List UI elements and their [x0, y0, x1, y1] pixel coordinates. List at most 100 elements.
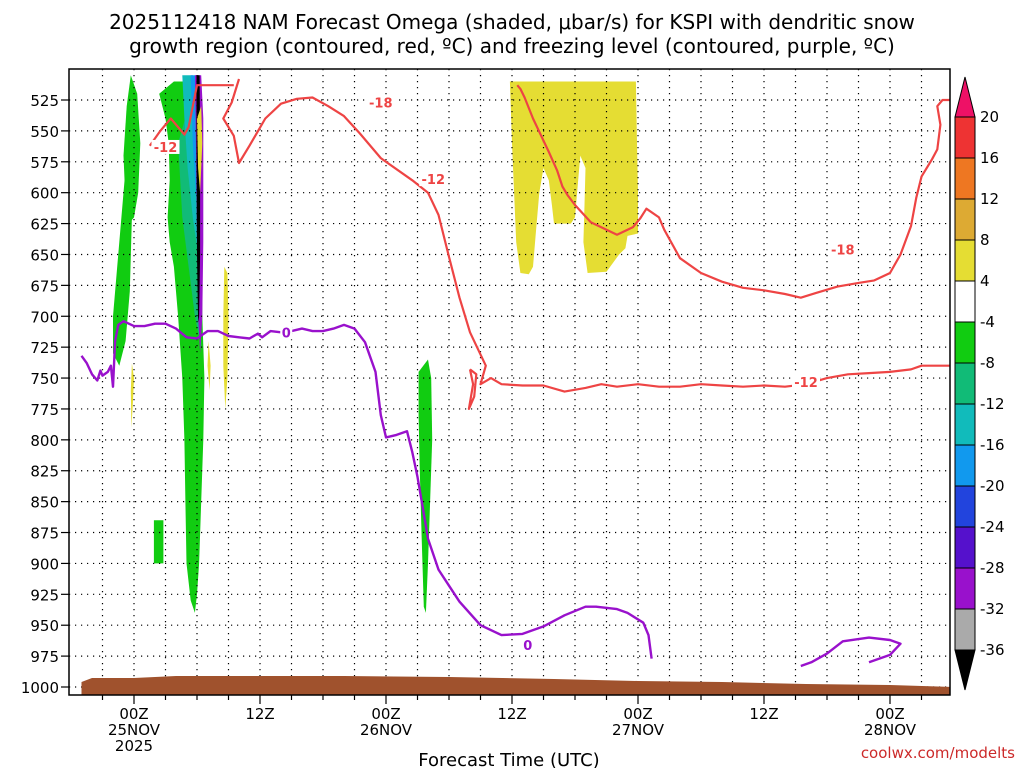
y-tick-label: 875 — [30, 525, 59, 543]
y-tick-label: 900 — [30, 555, 59, 573]
y-tick-label: 825 — [30, 463, 59, 481]
omega-region-9 — [223, 266, 229, 409]
colorbar-label: 12 — [980, 190, 999, 208]
colorbar: 20 16 12 8 4 -4 -8 -12 -16 -20 -24 -28 -32 -36 — [954, 76, 1005, 691]
contour-label-bg — [792, 374, 820, 389]
colorbar-segment — [954, 198, 976, 241]
colorbar-label: -4 — [980, 313, 995, 331]
colorbar-top-triangle — [954, 76, 976, 118]
y-tick-label: 975 — [30, 648, 59, 666]
contour-label-2: -12 — [154, 141, 178, 156]
y-tick-label: 850 — [30, 494, 59, 512]
colorbar-segment — [954, 321, 976, 364]
contour-label-4: -12 — [794, 376, 818, 391]
x-tick-label: 12Z — [245, 705, 274, 723]
colorbar-segment — [954, 567, 976, 610]
colorbar-label: -12 — [980, 395, 1005, 413]
y-tick-label: 575 — [30, 154, 59, 172]
y-tick-label: 725 — [30, 339, 59, 357]
grid-lines — [69, 69, 950, 695]
x-tick-label: 12Z — [497, 705, 526, 723]
contour-label-bg — [828, 242, 857, 257]
freezing-level-contour-1 — [800, 636, 902, 668]
snow-growth-contour-0 — [148, 84, 234, 147]
contour-label-bg — [151, 139, 180, 154]
x-tick-label: 26NOV — [360, 721, 413, 739]
colorbar-segment — [954, 526, 976, 569]
colorbar-segment — [954, 157, 976, 200]
contour-label-5: 0 — [282, 326, 291, 341]
colorbar-segment — [954, 280, 976, 323]
credit-text: coolwx.com/modelts — [861, 744, 1015, 762]
contour-labels: -18 -12 -12 -18 -12 0 0 — [151, 95, 857, 654]
y-tick-label: 675 — [30, 277, 59, 295]
colorbar-label: 8 — [980, 231, 990, 249]
x-tick-label: 00Z — [623, 705, 652, 723]
omega-region-11 — [130, 363, 134, 428]
y-tick-label: 625 — [30, 216, 59, 234]
pressure-axis: 525 550 575 600 625 650 675 700 725 750 775 800 825 8… — [21, 92, 69, 697]
colorbar-label: -24 — [980, 518, 1005, 536]
y-tick-label: 950 — [30, 617, 59, 635]
contour-label-3: -18 — [831, 244, 855, 259]
y-tick-label: 750 — [30, 370, 59, 388]
y-tick-label: 775 — [30, 401, 59, 419]
x-tick-label: 25NOV — [108, 721, 161, 739]
y-tick-label: 525 — [30, 92, 59, 110]
x-tick-label: 00Z — [875, 705, 904, 723]
colorbar-label: -20 — [980, 477, 1005, 495]
contour-label-1: -12 — [422, 173, 446, 188]
snow-growth-contour-3 — [516, 84, 950, 299]
omega-region-1 — [123, 75, 141, 224]
x-tick-label: 00Z — [119, 705, 148, 723]
colorbar-segment — [954, 239, 976, 282]
contour-label-bg — [521, 637, 534, 652]
colorbar-bottom-triangle — [954, 649, 976, 691]
y-tick-label: 600 — [30, 185, 59, 203]
x-tick-label: 28NOV — [864, 721, 917, 739]
omega-region-12 — [153, 520, 164, 564]
colorbar-segment — [954, 403, 976, 446]
contour-label-bg — [280, 325, 293, 340]
chart-title-line1: 2025112418 NAM Forecast Omega (shaded, μ… — [109, 10, 915, 34]
omega-region-8 — [197, 106, 203, 193]
colorbar-label: -28 — [980, 559, 1005, 577]
y-tick-label: 925 — [30, 586, 59, 604]
contour-label-bg — [366, 95, 395, 110]
colorbar-segment — [954, 362, 976, 405]
y-tick-label: 800 — [30, 432, 59, 450]
colorbar-segment — [954, 485, 976, 528]
plot-area: -18 -12 -12 -18 -12 0 0 — [69, 69, 950, 695]
y-tick-label: 1000 — [21, 679, 59, 697]
chart-title-line2: growth region (contoured, red, ºC) and f… — [129, 34, 895, 58]
omega-region-10 — [207, 341, 211, 391]
y-tick-label: 650 — [30, 246, 59, 264]
colorbar-label: -8 — [980, 354, 995, 372]
colorbar-label: 16 — [980, 149, 999, 167]
x-tick-label: 00Z — [371, 705, 400, 723]
x-tick-label: 27NOV — [612, 721, 665, 739]
ground-surface — [81, 676, 950, 695]
contour-label-bg — [419, 172, 448, 187]
colorbar-segment — [954, 608, 976, 651]
omega-region-13 — [418, 359, 433, 613]
plot-frame — [68, 68, 951, 696]
x-axis-label: Forecast Time (UTC) — [418, 750, 599, 768]
snow-growth-contour-2 — [467, 368, 478, 410]
colorbar-label: 20 — [980, 108, 999, 126]
y-tick-label: 550 — [30, 123, 59, 141]
x-tick-label: 2025 — [115, 737, 153, 755]
ground-shape — [81, 676, 950, 695]
y-tick-label: 700 — [30, 308, 59, 326]
colorbar-segment — [954, 116, 976, 159]
contour-label-0: -18 — [369, 96, 393, 111]
colorbar-label: -16 — [980, 436, 1005, 454]
colorbar-segment — [954, 444, 976, 487]
freezing-level-contour-0 — [80, 320, 653, 659]
colorbar-label: -32 — [980, 600, 1005, 618]
colorbar-label: 4 — [980, 272, 990, 290]
colorbar-label: -36 — [980, 641, 1005, 659]
x-tick-label: 12Z — [749, 705, 778, 723]
